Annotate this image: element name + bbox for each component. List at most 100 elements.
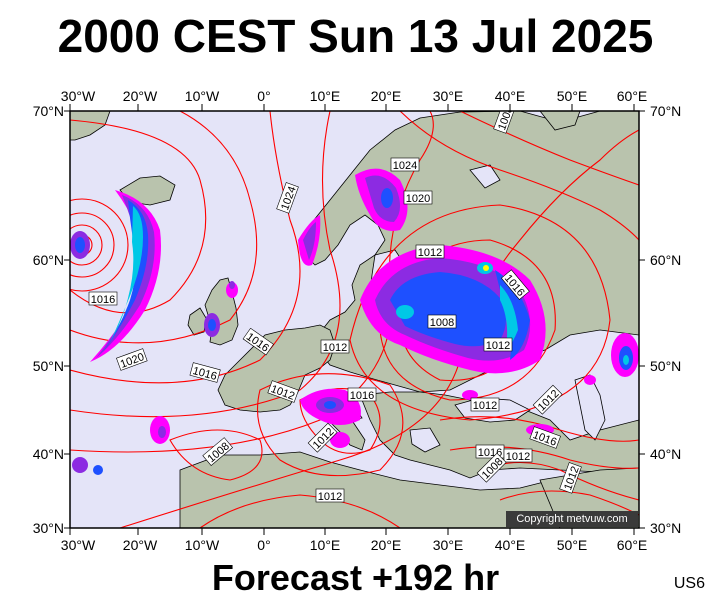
lat-tick-left: 50°N <box>32 358 64 374</box>
lon-tick-bottom: 20°E <box>370 537 402 553</box>
precip-cell <box>158 426 166 438</box>
isobar-line <box>499 490 639 516</box>
precip-cell <box>381 188 393 208</box>
lat-tick-left: 70°N <box>32 103 64 119</box>
precip-cell <box>483 265 489 271</box>
precip-cell <box>75 237 85 253</box>
lon-tick-bottom: 20°W <box>122 537 158 553</box>
lon-tick-bottom: 60°E <box>616 537 648 553</box>
lon-tick-top: 60°E <box>616 88 648 104</box>
precip-cell <box>623 355 629 365</box>
isobar-line <box>70 119 207 314</box>
aegean <box>409 427 441 453</box>
lon-tick-bottom: 30°E <box>432 537 464 553</box>
precipitation <box>70 168 639 475</box>
isobar-line <box>169 429 263 481</box>
isobar-label-text: 1012 <box>323 342 347 354</box>
tick-marks <box>64 104 645 535</box>
land-novaya-zemlya <box>539 111 581 131</box>
land-north-africa <box>179 451 639 528</box>
isobar-label: 1012 <box>503 448 533 463</box>
lon-tick-top: 20°W <box>122 88 158 104</box>
isobar-label-text: 1016 <box>91 294 115 306</box>
isobar-label: 1016 <box>88 291 118 306</box>
lat-tick-left: 60°N <box>32 252 64 268</box>
map-frame <box>69 110 640 529</box>
isobar-label: 1016 <box>347 387 377 402</box>
land-greenland <box>70 111 111 141</box>
isobar-label-text: 1024 <box>393 160 417 172</box>
lon-tick-top: 50°E <box>556 88 588 104</box>
isobar-label-text: 1012 <box>486 340 510 352</box>
isobar-label: 1012 <box>315 488 345 503</box>
lon-tick-bottom: 30°W <box>60 537 96 553</box>
white-sea <box>469 164 501 189</box>
isobar-line <box>256 373 404 477</box>
lon-tick-bottom: 10°W <box>184 537 220 553</box>
isobar-label: 1012 <box>415 244 445 259</box>
lat-tick-left: 40°N <box>32 446 64 462</box>
precip-cell <box>72 457 88 473</box>
isobar-label: 1008 <box>427 314 457 329</box>
land-ireland <box>187 307 207 336</box>
lon-tick-top: 40°E <box>494 88 526 104</box>
isobar-line <box>439 416 639 442</box>
lat-tick-right: 50°N <box>650 358 682 374</box>
lon-tick-top: 30°W <box>60 88 96 104</box>
isobar-label-text: 1012 <box>418 247 442 259</box>
precip-cell <box>208 319 216 331</box>
precip-area <box>390 272 506 347</box>
precip-band <box>110 206 143 342</box>
isobar-label: 1024 <box>390 157 420 172</box>
chart-title: 2000 CEST Sun 13 Jul 2025 <box>57 10 654 62</box>
isobar-label-text: 1016 <box>350 390 374 402</box>
isobar-line <box>70 111 301 384</box>
lat-tick-right: 30°N <box>650 520 682 536</box>
isobar-label: 1020 <box>403 190 433 205</box>
lon-tick-top: 30°E <box>432 88 464 104</box>
precip-cell <box>93 465 103 475</box>
isobar-label: 1012 <box>483 337 513 352</box>
lon-tick-bottom: 0° <box>257 537 271 553</box>
lon-tick-top: 10°E <box>309 88 341 104</box>
isobar-label: 1012 <box>470 397 500 412</box>
copyright-notice: Copyright metvuw.com <box>506 511 638 527</box>
land-western-europe <box>217 324 336 413</box>
isobar-line <box>349 204 611 421</box>
isobar-label: 1012 <box>320 339 350 354</box>
precip-cell <box>462 390 478 400</box>
precip-band <box>500 285 518 350</box>
isobar-label-text: 1008 <box>430 317 454 329</box>
precip-cell <box>330 432 350 448</box>
precip-band <box>303 222 316 260</box>
forecast-label: Forecast +192 hr <box>211 557 500 598</box>
lat-tick-right: 40°N <box>650 446 682 462</box>
lon-tick-top: 10°W <box>184 88 220 104</box>
lon-tick-top: 0° <box>257 88 271 104</box>
isobar-label-text: 1012 <box>506 451 530 463</box>
isobar-label-text: 1012 <box>473 400 497 412</box>
lon-tick-bottom: 10°E <box>309 537 341 553</box>
isobar-label-text: 1012 <box>318 491 342 503</box>
precip-cell <box>229 281 235 289</box>
model-label: US6 <box>673 575 705 592</box>
isobar-label-text: 1020 <box>406 193 430 205</box>
precip-cell <box>324 401 336 409</box>
isobar-line <box>70 111 258 344</box>
lon-tick-bottom: 40°E <box>494 537 526 553</box>
lon-tick-top: 20°E <box>370 88 402 104</box>
low-centre-isobar <box>70 224 103 266</box>
isobar-line <box>199 494 401 528</box>
low-centre-isobar <box>70 212 115 278</box>
low-centre-isobar <box>70 198 129 292</box>
isobar-line <box>459 111 639 186</box>
precip-cell <box>226 282 238 298</box>
lat-tick-left: 30°N <box>32 520 64 536</box>
precip-cell <box>396 305 414 319</box>
precip-cell <box>584 375 596 385</box>
lat-tick-right: 60°N <box>650 252 682 268</box>
isobar-line <box>299 388 381 454</box>
lat-tick-right: 70°N <box>650 103 682 119</box>
lon-tick-bottom: 50°E <box>556 537 588 553</box>
